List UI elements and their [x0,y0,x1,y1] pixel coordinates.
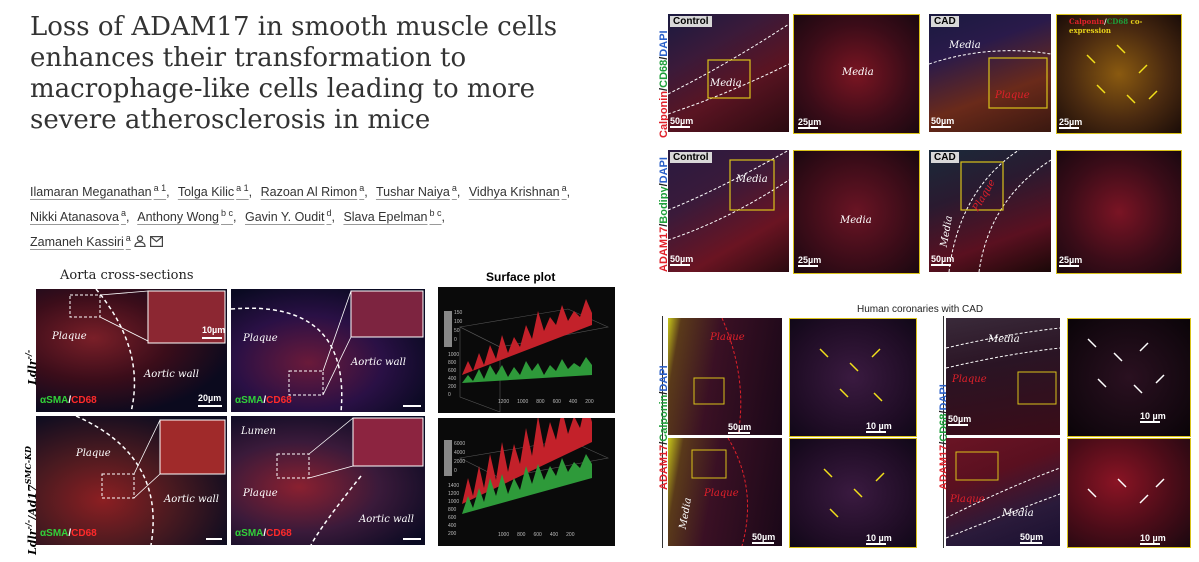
micrograph-panel: 10 µm [1067,438,1191,548]
author-list: Ilamaran Meganathan a 1, Tolga Kilic a 1, … [30,183,571,250]
author-link[interactable]: Nikki Atanasova a [30,208,126,225]
stain-label: αSMA/CD68 [235,528,292,539]
micrograph-panel: CAD Plaque Media 50µm [929,150,1051,272]
surface-tick-labels: 150 100 50 0 [454,310,463,343]
micrograph-panel: Plaque Media 50µm [668,438,782,546]
micrograph-panel: Calponin/CD68 co-expression 25µm [1056,14,1182,134]
micrograph-panel: Plaque Aortic wall αSMA/CD68 [231,289,425,412]
surface-plot-panel: 6000 4000 2000 0 1400 1200 1000 800 600 400 200 1… [438,418,615,546]
email-icon[interactable] [149,233,163,248]
surface-plot-title: Surface plot [486,270,556,284]
stain-label: αSMA/CD68 [40,395,97,406]
paper-title: Loss of ADAM17 in smooth muscle cells en… [30,12,558,135]
micrograph-panel: Control Media 50µm [668,150,789,272]
surface-plot-panel: 150 100 50 0 1000 800 600 400 200 0 1200 1000 800 6… [438,287,615,413]
micrograph-panel: Media Plaque 50µm [946,318,1060,435]
author-link[interactable]: Tushar Naiya a [375,183,457,200]
micrograph-panel: Plaque Media 50µm [946,438,1060,546]
author-link[interactable]: Ilamaran Meganathan a 1 [30,183,167,200]
micrograph-panel: Plaque Aortic wall 10µm 20µm αSMA/CD68 [36,289,227,412]
micrograph-panel: CAD Media Plaque 50µm [929,14,1051,132]
micrograph-panel: 10 µm [789,318,917,437]
micrograph-panel: 10 µm [1067,318,1191,437]
author-link[interactable]: Razoan Al Rimon a [260,183,365,200]
author-link[interactable]: Tolga Kilic a 1 [177,183,249,200]
micrograph-panel: 25µm [1056,150,1182,274]
coexpression-label: Calponin/CD68 co-expression [1069,17,1143,35]
author-link[interactable]: Zamaneh Kassiri a [30,233,131,250]
person-icon[interactable] [134,233,146,248]
author-link[interactable]: Slava Epelman b c [343,208,442,225]
author-link[interactable]: Anthony Wong b c [137,208,234,225]
micrograph-panel: Plaque 50µm [668,318,782,435]
micrograph-panel: Media 25µm [793,150,920,274]
section-title: Aorta cross-sections [60,268,194,283]
micrograph-panel: Control Media 50µm [668,14,789,132]
micrograph-panel: Lumen Plaque Aortic wall αSMA/CD68 [231,416,425,545]
figure-title: Human coronaries with CAD [857,304,984,315]
micrograph-panel: Media 25µm [793,14,920,134]
stain-label: αSMA/CD68 [40,528,97,539]
stain-label: αSMA/CD68 [235,395,292,406]
author-link[interactable]: Gavin Y. Oudit d [245,208,332,225]
micrograph-panel: 10 µm [789,438,917,548]
micrograph-panel: Plaque Aortic wall αSMA/CD68 [36,416,227,545]
author-link[interactable]: Vidhya Krishnan a [468,183,567,200]
